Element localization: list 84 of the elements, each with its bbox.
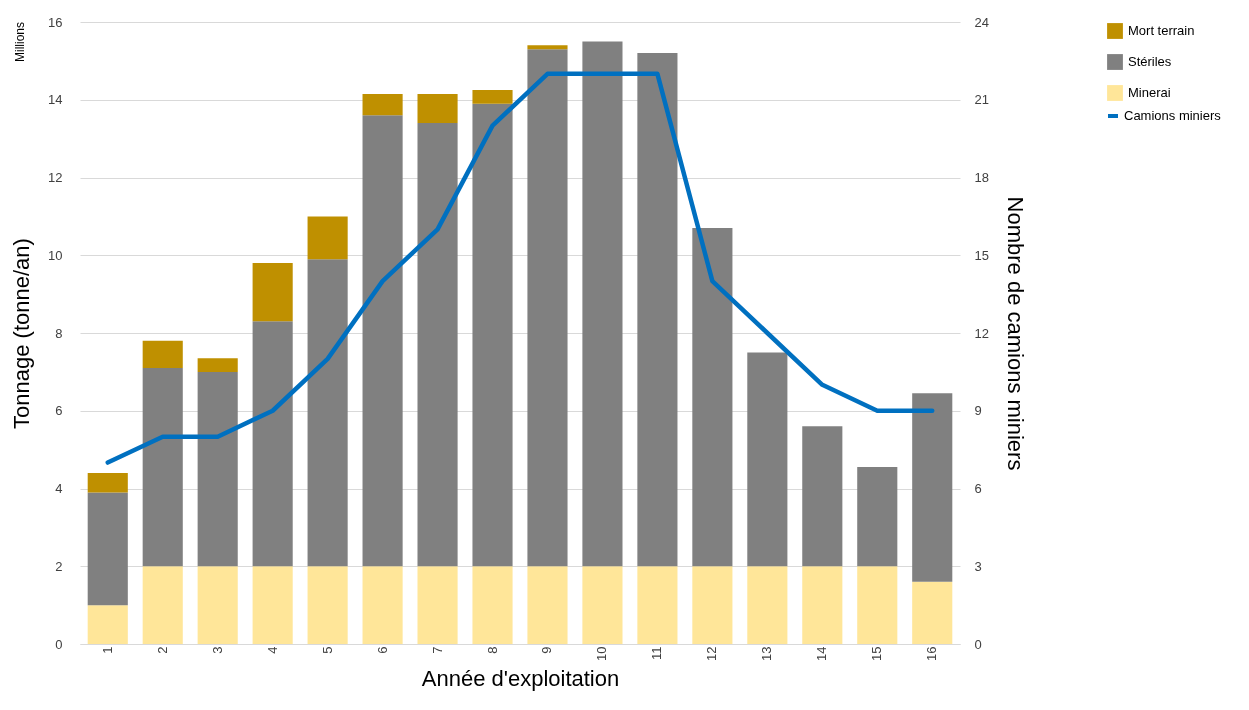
bar bbox=[252, 321, 293, 567]
x-tick-label: 13 bbox=[759, 646, 775, 661]
bar bbox=[747, 566, 788, 644]
bar bbox=[417, 93, 458, 124]
bar bbox=[362, 93, 403, 116]
line-series bbox=[105, 71, 935, 465]
bar bbox=[527, 566, 568, 644]
legend-label: Stériles bbox=[1128, 54, 1172, 69]
y2-tick-label: 6 bbox=[974, 481, 982, 496]
bar bbox=[527, 49, 568, 567]
y-tick-label: 0 bbox=[55, 636, 63, 652]
y2-tick-label: 12 bbox=[974, 325, 989, 341]
bar bbox=[417, 123, 458, 567]
legend-label: Camions miniers bbox=[1124, 108, 1222, 123]
legend-label: Minerai bbox=[1128, 85, 1171, 100]
bar bbox=[912, 393, 953, 582]
y2-tick-label: 9 bbox=[974, 403, 982, 419]
x-tick-label: 12 bbox=[704, 646, 720, 661]
bar bbox=[142, 367, 183, 567]
bar bbox=[252, 566, 293, 644]
x-tick-label: 3 bbox=[209, 646, 225, 654]
x-tick-label: 7 bbox=[429, 646, 445, 654]
y-tick-label: 4 bbox=[55, 481, 63, 496]
x-tick-label: 8 bbox=[484, 646, 500, 654]
x-tick-label: 9 bbox=[539, 646, 555, 654]
y-tick-label: 16 bbox=[48, 14, 63, 30]
bar bbox=[307, 216, 348, 260]
y2-tick-label: 3 bbox=[974, 558, 982, 574]
bar bbox=[692, 566, 733, 644]
bar bbox=[582, 566, 623, 644]
bar bbox=[87, 472, 128, 493]
bar bbox=[692, 228, 733, 567]
y-tick-label: 12 bbox=[48, 170, 63, 185]
y-tick-label: 6 bbox=[55, 403, 63, 419]
bar bbox=[362, 566, 403, 644]
y2-tick-label: 18 bbox=[974, 170, 989, 185]
bar bbox=[637, 53, 678, 567]
bar bbox=[197, 358, 238, 372]
y2-tick-label: 21 bbox=[974, 92, 989, 108]
text: Millions bbox=[13, 22, 27, 63]
x-tick-label: 14 bbox=[814, 646, 830, 661]
bar bbox=[472, 103, 513, 567]
y-tick-label: 10 bbox=[48, 247, 63, 263]
y-tick-label: 14 bbox=[48, 92, 63, 108]
bar bbox=[527, 45, 568, 50]
bar bbox=[197, 371, 238, 567]
x-tick-label: 5 bbox=[319, 646, 335, 654]
legend-label: Mort terrain bbox=[1128, 23, 1195, 38]
bar bbox=[142, 340, 183, 368]
bar bbox=[87, 605, 128, 644]
bar bbox=[472, 90, 513, 104]
bar bbox=[472, 566, 513, 644]
x-tick-label: 15 bbox=[869, 646, 885, 661]
y2-tick-label: 15 bbox=[974, 247, 989, 263]
x-tick-label: 6 bbox=[374, 646, 390, 654]
bar bbox=[307, 259, 348, 567]
bar bbox=[87, 492, 128, 606]
bar bbox=[857, 566, 898, 644]
y-tick-label: 2 bbox=[55, 558, 63, 574]
x-axis-title: Année d'exploitation bbox=[421, 665, 620, 691]
x-tick-label: 4 bbox=[264, 646, 280, 654]
bar bbox=[197, 566, 238, 644]
bar bbox=[912, 581, 953, 644]
bar bbox=[637, 566, 678, 644]
x-tick-label: 16 bbox=[924, 646, 940, 661]
y2-axis-title: Nombre de camions miniers bbox=[1002, 196, 1028, 471]
bar bbox=[252, 263, 293, 322]
bar bbox=[582, 41, 623, 567]
bar bbox=[747, 352, 788, 567]
bar bbox=[362, 115, 403, 567]
y-axis-title: Tonnage (tonne/an) bbox=[9, 238, 35, 429]
bar bbox=[857, 467, 898, 567]
x-tick-label: 1 bbox=[99, 646, 115, 654]
bar bbox=[307, 566, 348, 644]
bar bbox=[802, 426, 843, 567]
x-tick-label: 2 bbox=[154, 646, 170, 654]
y2-tick-label: 24 bbox=[974, 14, 989, 30]
y-tick-label: 8 bbox=[55, 325, 63, 341]
y2-tick-label: 0 bbox=[974, 636, 982, 652]
bar bbox=[417, 566, 458, 644]
x-tick-label: 10 bbox=[594, 646, 610, 661]
x-tick-label: 11 bbox=[649, 646, 665, 660]
bar bbox=[802, 566, 843, 644]
bar bbox=[142, 566, 183, 644]
